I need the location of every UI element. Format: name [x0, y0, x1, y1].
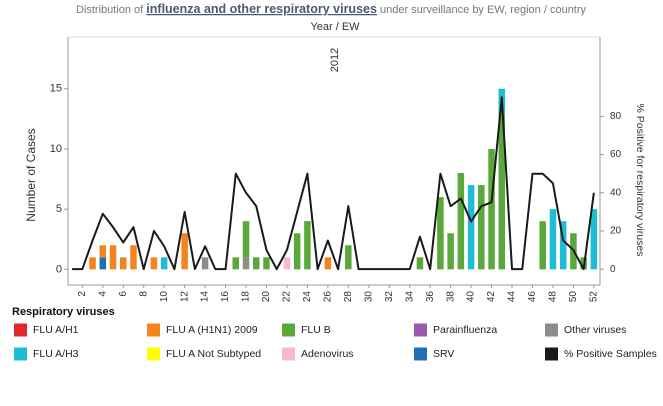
- legend-swatch: [545, 323, 558, 337]
- x-tick-label: 46: [527, 291, 538, 303]
- bar: [283, 257, 291, 270]
- x-tick-label: 36: [425, 291, 436, 303]
- bar: [478, 185, 485, 270]
- bar: [539, 221, 546, 270]
- bar: [467, 185, 475, 270]
- legend-label: FLU A (H1N1) 2009: [166, 324, 258, 336]
- panel-label: 2012: [329, 48, 341, 72]
- bar: [89, 257, 96, 270]
- title-link[interactable]: influenza and other respiratory viruses: [146, 2, 377, 16]
- legend-swatch: [414, 347, 427, 361]
- y-axis-label: Number of Cases: [24, 128, 38, 221]
- x-tick-label: 10: [159, 291, 170, 303]
- y-tick-label: 10: [50, 143, 62, 155]
- x-tick-label: 22: [282, 291, 293, 303]
- legend-swatch: [14, 347, 27, 361]
- legend-swatch: [147, 347, 160, 361]
- x-tick-label: 34: [404, 291, 415, 303]
- x-tick-label: 38: [445, 291, 456, 303]
- x-tick-label: 14: [200, 291, 211, 303]
- y2-tick-label: 40: [610, 187, 622, 198]
- x-tick-label: 44: [507, 291, 518, 303]
- bar: [498, 112, 506, 270]
- legend-swatch: [282, 323, 295, 337]
- bar: [99, 245, 107, 258]
- x-tick-label: 8: [138, 291, 149, 297]
- bar: [457, 173, 465, 270]
- bar: [437, 197, 444, 270]
- legend-label: FLU A/H1: [33, 324, 79, 336]
- bar: [324, 257, 332, 270]
- bar: [201, 257, 209, 270]
- chart-title: Distribution of influenza and other resp…: [76, 2, 587, 16]
- x-tick-label: 28: [343, 291, 354, 303]
- legend-swatch: [414, 323, 427, 337]
- legend-swatch: [545, 347, 558, 361]
- y-tick-label: 15: [50, 83, 62, 95]
- y-tick-label: 5: [56, 203, 62, 215]
- y2-tick-label: 60: [610, 149, 622, 160]
- bar: [293, 233, 301, 270]
- x-tick-label: 50: [568, 291, 579, 303]
- legend-label: % Positive Samples: [564, 348, 657, 360]
- legend-swatch: [147, 323, 160, 337]
- bar: [549, 209, 557, 270]
- legend-title: Respiratory viruses: [12, 306, 115, 318]
- bar: [160, 257, 168, 270]
- x-tick-label: 24: [302, 291, 313, 303]
- bar: [242, 257, 250, 270]
- x-tick-label: 12: [179, 291, 190, 303]
- y2-tick-label: 20: [610, 226, 622, 237]
- x-tick-label: 42: [486, 291, 497, 303]
- bar: [488, 148, 495, 270]
- x-tick-label: 30: [363, 291, 374, 303]
- x-tick-label: 16: [220, 291, 231, 303]
- bar: [99, 257, 107, 270]
- x-tick-label: 18: [241, 291, 252, 303]
- bar: [242, 221, 250, 258]
- bar: [119, 257, 127, 270]
- x-tick-label: 4: [97, 291, 108, 297]
- legend-swatch: [282, 347, 295, 361]
- y2-axis-label: % Positive for respiratory viruses: [634, 104, 646, 257]
- bar: [304, 221, 311, 270]
- legend-label: Other viruses: [564, 324, 626, 336]
- bar: [232, 257, 240, 270]
- bar: [109, 245, 117, 270]
- x-tick-label: 20: [261, 291, 272, 303]
- y-tick-label: 0: [56, 263, 62, 275]
- title-suffix: under surveillance by EW, region / count…: [380, 4, 587, 16]
- bar: [130, 245, 137, 270]
- bar: [150, 257, 158, 270]
- bar: [252, 257, 260, 270]
- bar: [590, 209, 598, 270]
- x-tick-label: 48: [548, 291, 559, 303]
- bar: [416, 257, 424, 270]
- x-tick-label: 2: [77, 291, 88, 297]
- x-tick-label: 32: [384, 291, 395, 303]
- x-tick-label: 40: [466, 291, 477, 303]
- legend-label: FLU A/H3: [33, 348, 79, 360]
- legend-label: FLU A Not Subtyped: [166, 348, 261, 360]
- bar: [345, 245, 352, 270]
- legend-swatch: [14, 323, 27, 337]
- line: [72, 96, 595, 271]
- header: Year / EW: [310, 21, 360, 33]
- legend-label: FLU B: [301, 324, 331, 336]
- legend-label: Adenovirus: [301, 348, 354, 360]
- bar: [263, 257, 270, 270]
- y2-tick-label: 80: [610, 111, 622, 122]
- legend-label: SRV: [433, 348, 454, 360]
- title-prefix: Distribution of: [76, 4, 144, 16]
- x-tick-label: 52: [589, 291, 600, 303]
- x-tick-label: 6: [118, 291, 129, 297]
- legend-label: Parainfluenza: [433, 324, 497, 336]
- y2-tick-label: 0: [610, 264, 616, 275]
- bar: [447, 233, 454, 270]
- bar: [181, 233, 188, 270]
- bar: [559, 221, 567, 270]
- x-tick-label: 26: [323, 291, 334, 303]
